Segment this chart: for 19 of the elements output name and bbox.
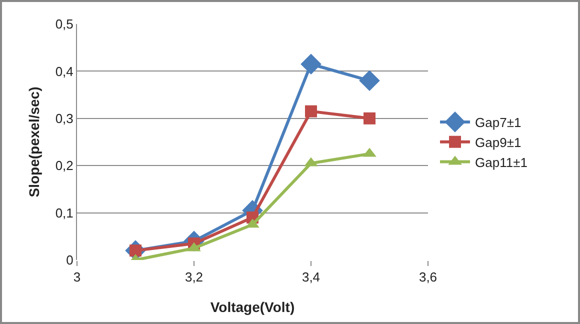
- legend-label: Gap7±1: [475, 115, 522, 130]
- point: [300, 54, 322, 75]
- point: [364, 112, 376, 124]
- x-tick-label: 3: [73, 270, 81, 285]
- y-axis-title: Slope(pexel/sec): [26, 86, 42, 198]
- x-axis-title: Voltage(Volt): [210, 299, 295, 315]
- y-tick-label: 0,1: [55, 205, 74, 220]
- y-tick-label: 0,2: [55, 158, 74, 174]
- y-tick-label: 0,4: [55, 64, 74, 79]
- point: [359, 70, 380, 92]
- legend-label: Gap11±1: [475, 154, 528, 170]
- x-tick-label: 3,2: [184, 270, 204, 285]
- x-tick-label: 3,4: [302, 270, 320, 285]
- y-tick-label: 0,3: [55, 110, 74, 126]
- y-tick-label: 0,5: [55, 16, 74, 32]
- legend-label: Gap9±1: [475, 134, 522, 150]
- point: [305, 105, 317, 118]
- y-tick-label: 0: [66, 252, 74, 268]
- x-tick-label: 3,6: [418, 270, 438, 285]
